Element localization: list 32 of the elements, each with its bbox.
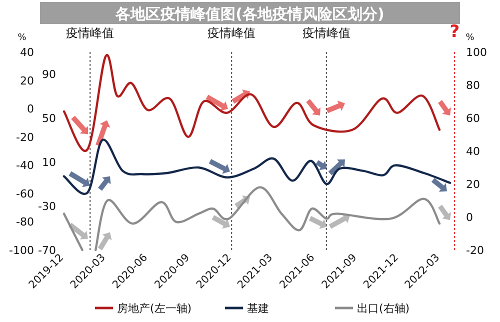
chart-title: 各地区疫情峰值图(各地疫情风险区划分) <box>114 5 384 23</box>
y-tick-label: 40 <box>20 46 34 59</box>
y-tick-label: 0 <box>27 102 34 116</box>
ref-line-label: ? <box>450 22 460 42</box>
y-tick-label: -100 <box>9 244 34 257</box>
y3-tick-label: -30 <box>38 200 56 213</box>
y-axis-title: % <box>18 33 27 43</box>
ref-line-label: 疫情峰值 <box>66 26 114 40</box>
y2-tick-label: 60 <box>466 112 480 125</box>
line-series <box>62 54 441 152</box>
y3-tick-label: -70 <box>38 244 56 257</box>
y2-tick-label: 40 <box>466 145 480 158</box>
legend-label: 房地产(左一轴) <box>117 302 192 315</box>
line-series <box>62 138 452 195</box>
y3-tick-label: 10 <box>42 156 56 169</box>
y2-axis-title: % <box>466 33 475 43</box>
y2-tick-label: 20 <box>466 178 480 191</box>
y3-tick-label: 90 <box>42 68 56 81</box>
y-tick-label: -40 <box>16 159 34 172</box>
legend-label: 基建 <box>247 302 269 315</box>
ref-line-label: 疫情峰值 <box>208 26 256 40</box>
y-tick-label: -60 <box>16 187 34 200</box>
y-tick-label: 20 <box>20 74 34 88</box>
y3-tick-label: 50 <box>42 112 56 125</box>
y2-tick-label: 0 <box>466 211 473 224</box>
y-tick-label: -80 <box>16 216 34 229</box>
y2-tick-label: 80 <box>466 79 480 92</box>
y2-tick-label: 100 <box>466 46 487 59</box>
ref-line-label: 疫情峰值 <box>302 26 350 40</box>
y-tick-label: -20 <box>16 130 34 144</box>
legend-label: 出口(右轴) <box>357 302 410 315</box>
y2-tick-label: -20 <box>466 244 484 257</box>
